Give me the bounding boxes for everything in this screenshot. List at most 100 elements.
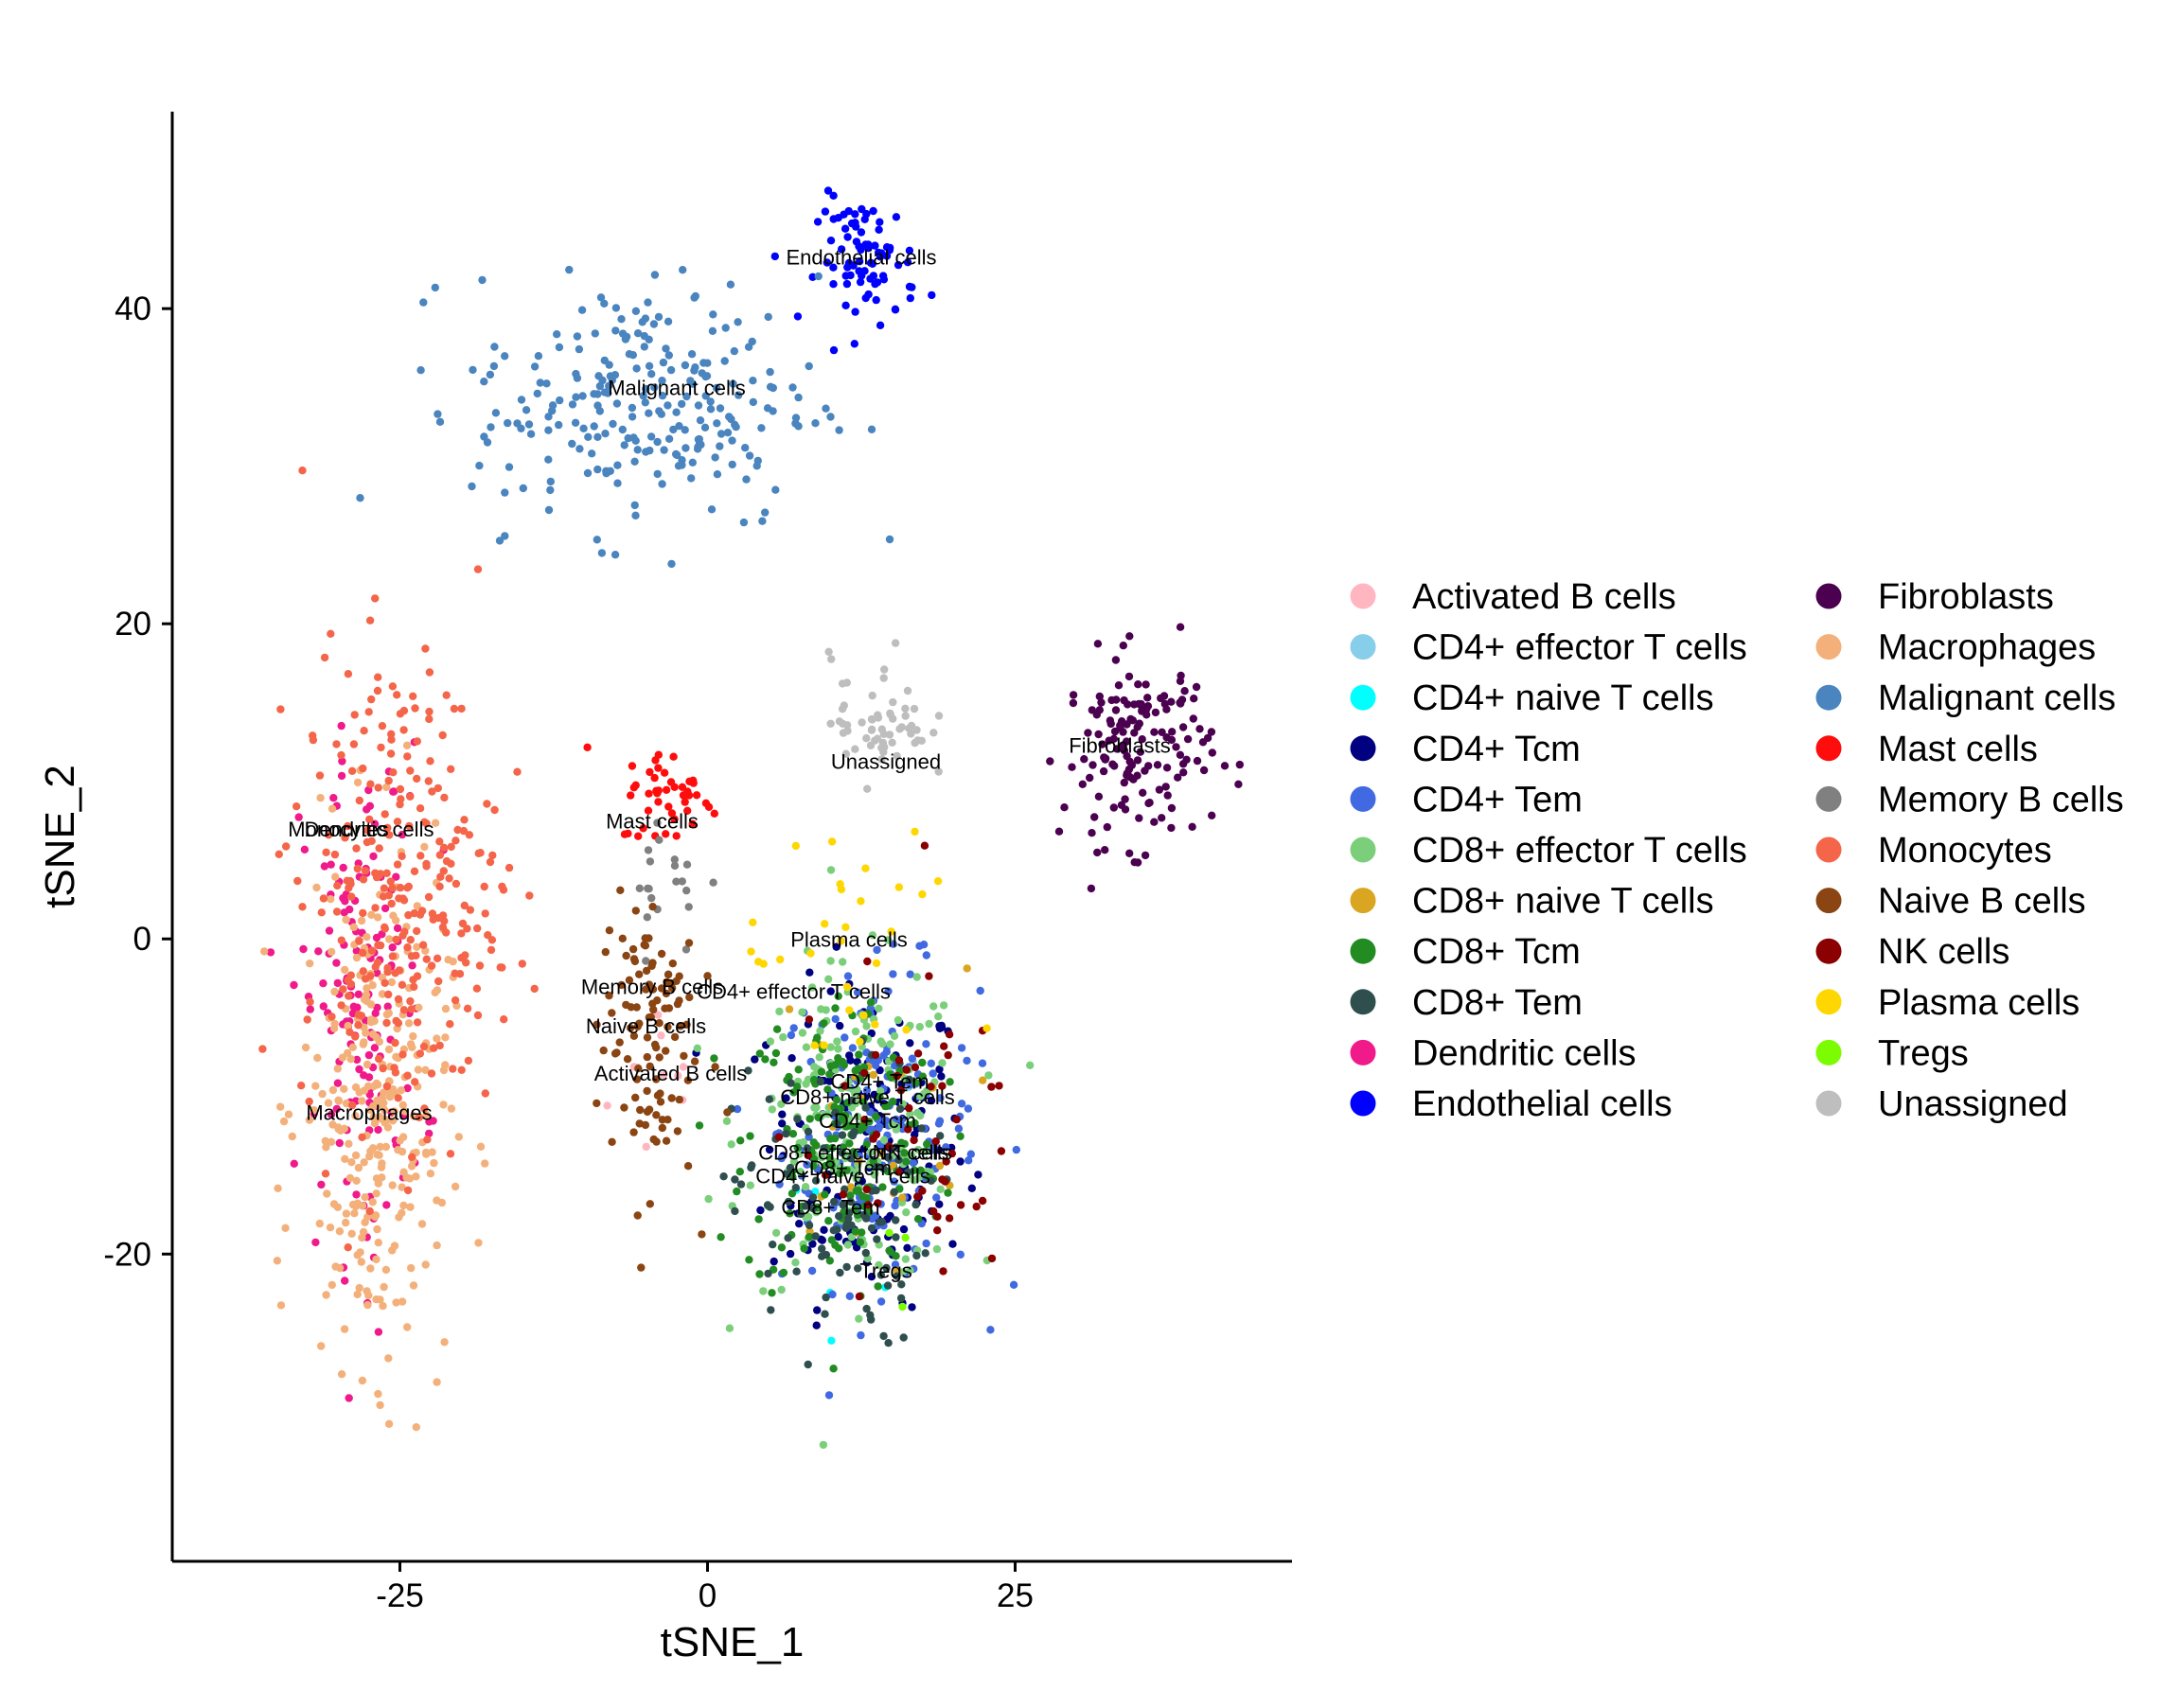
- data-point: [978, 1059, 987, 1067]
- data-point: [382, 1018, 391, 1028]
- data-point: [863, 957, 872, 966]
- data-point: [1163, 791, 1172, 800]
- data-point: [1093, 640, 1103, 648]
- data-point: [916, 1166, 925, 1175]
- data-point: [749, 918, 757, 926]
- data-point: [821, 1190, 829, 1199]
- data-point: [359, 948, 367, 958]
- data-point: [842, 279, 852, 289]
- data-point: [406, 1203, 415, 1211]
- data-point: [851, 1227, 859, 1236]
- data-point: [384, 990, 393, 999]
- data-point: [363, 996, 371, 1006]
- data-point: [804, 1075, 813, 1084]
- data-point: [333, 881, 342, 890]
- data-point: [846, 1183, 856, 1191]
- data-point: [605, 361, 613, 369]
- cluster-label: CD8+ naive T cells: [780, 1085, 954, 1109]
- series-unassigned: [824, 639, 944, 793]
- data-point: [491, 409, 501, 417]
- data-point: [894, 1168, 903, 1176]
- data-point: [337, 750, 345, 760]
- data-point: [1120, 778, 1129, 787]
- data-point: [599, 1046, 608, 1055]
- data-point: [846, 1191, 855, 1200]
- x-tick-label: 0: [699, 1577, 717, 1614]
- data-point: [836, 1021, 844, 1030]
- data-point: [761, 1055, 770, 1064]
- data-point: [898, 1302, 907, 1312]
- data-point: [895, 1104, 905, 1114]
- data-point: [390, 1064, 398, 1072]
- cluster-label: Dendritic cells: [305, 818, 434, 841]
- data-point: [872, 1112, 880, 1121]
- data-point: [469, 365, 477, 375]
- data-point: [410, 982, 418, 992]
- data-point: [615, 1038, 624, 1047]
- data-point: [869, 1070, 877, 1080]
- data-point: [411, 1078, 419, 1086]
- data-point: [786, 1163, 795, 1172]
- data-point: [942, 1143, 950, 1152]
- data-point: [935, 1022, 944, 1030]
- data-point: [682, 392, 691, 401]
- data-point: [891, 1260, 900, 1269]
- data-point: [872, 1130, 881, 1139]
- data-point: [1174, 773, 1182, 782]
- data-point: [787, 1030, 796, 1040]
- data-point: [927, 1096, 936, 1105]
- data-point: [628, 944, 638, 954]
- data-point: [375, 1054, 383, 1064]
- data-point: [441, 1033, 450, 1042]
- data-point: [892, 1122, 900, 1131]
- data-point: [416, 366, 425, 375]
- legend-key: [1350, 735, 1376, 762]
- data-point: [381, 923, 389, 932]
- data-point: [801, 1183, 810, 1191]
- data-point: [369, 1113, 378, 1121]
- data-point: [341, 1277, 349, 1285]
- data-point: [365, 1206, 374, 1216]
- data-point: [911, 738, 919, 748]
- data-point: [642, 1142, 650, 1152]
- data-point: [387, 730, 396, 738]
- data-point: [827, 1236, 836, 1244]
- legend-key: [1815, 1039, 1842, 1065]
- data-point: [420, 842, 429, 852]
- data-point: [841, 1033, 849, 1042]
- data-point: [657, 410, 665, 418]
- data-point: [957, 1044, 966, 1052]
- data-point: [741, 444, 750, 452]
- data-point: [641, 942, 650, 950]
- data-point: [672, 408, 681, 416]
- data-point: [604, 389, 612, 397]
- data-point: [755, 1270, 764, 1278]
- data-point: [850, 340, 858, 348]
- legend-item: NK cells: [1815, 932, 2009, 972]
- data-point: [890, 1031, 899, 1041]
- data-point: [341, 965, 349, 975]
- data-point: [390, 1241, 399, 1250]
- data-point: [929, 729, 938, 737]
- series-endothelial-cells: [770, 186, 936, 355]
- data-point: [886, 1248, 895, 1257]
- data-point: [495, 537, 504, 545]
- data-point: [425, 1118, 434, 1126]
- data-point: [357, 1258, 365, 1266]
- data-point: [841, 301, 850, 309]
- data-point: [372, 1295, 381, 1304]
- legend-label: Endothelial cells: [1412, 1084, 1673, 1124]
- data-point: [844, 258, 854, 268]
- data-point: [365, 616, 375, 625]
- data-point: [935, 1065, 944, 1074]
- data-point: [749, 377, 757, 385]
- data-point: [867, 425, 876, 433]
- data-point: [871, 1211, 880, 1220]
- data-point: [372, 1189, 381, 1198]
- data-point: [605, 992, 613, 1000]
- data-point: [378, 1173, 386, 1182]
- data-point: [375, 1101, 383, 1110]
- data-point: [703, 972, 712, 980]
- data-point: [733, 1104, 742, 1114]
